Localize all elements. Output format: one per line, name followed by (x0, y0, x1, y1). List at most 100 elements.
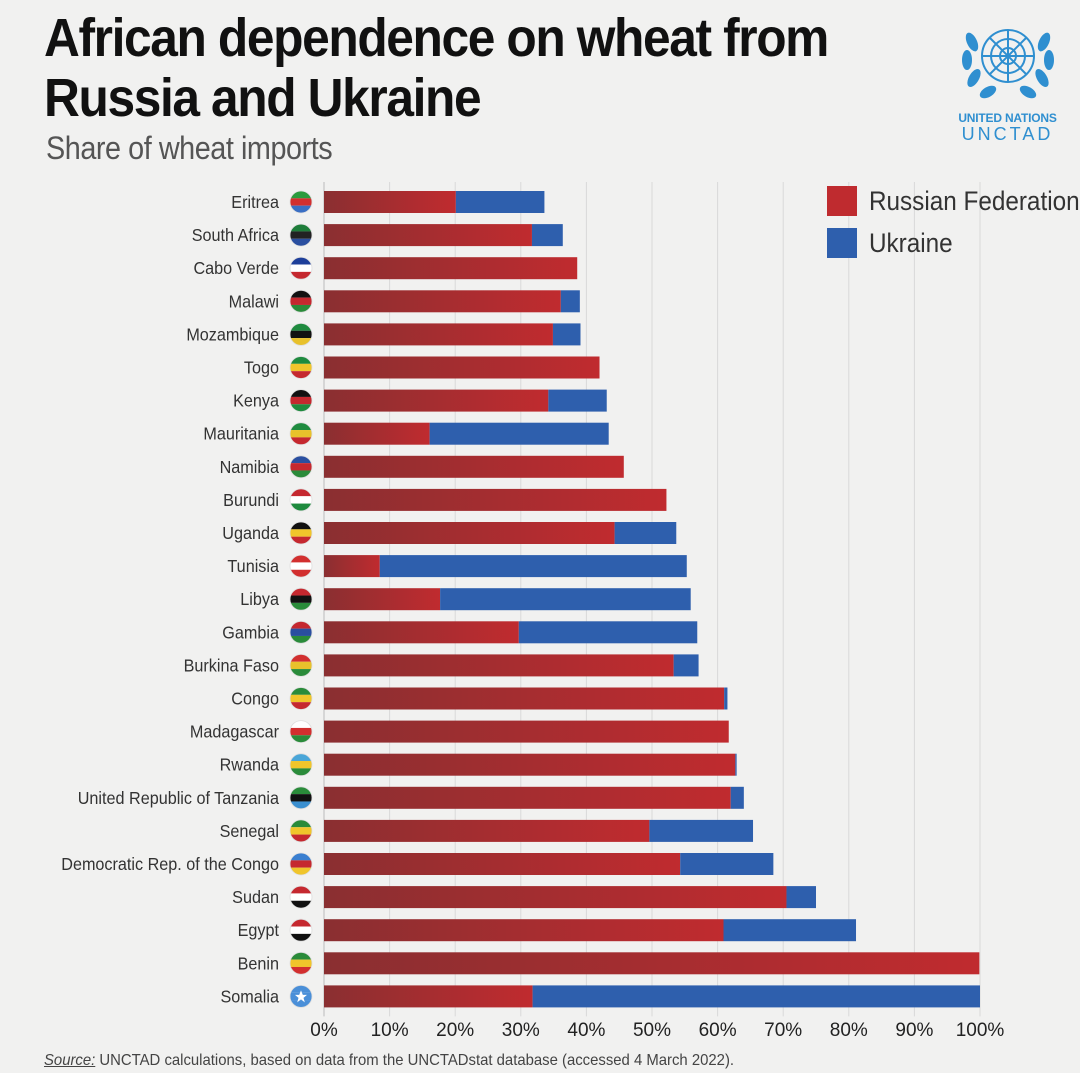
rwanda-flag-icon (289, 753, 313, 777)
bar-ukraine (379, 555, 687, 578)
bar-ukraine (723, 919, 857, 942)
logo-line-1: UNITED NATIONS (958, 111, 1057, 125)
senegal-flag-icon (289, 819, 313, 843)
category-label: Cabo Verde (193, 258, 279, 278)
bar-russia (324, 555, 380, 578)
tunisia-flag-icon (289, 554, 313, 578)
madagascar-flag-icon (289, 720, 313, 743)
category-label: Togo (244, 358, 279, 378)
bar-ukraine (440, 588, 691, 611)
category-label: Malawi (229, 292, 279, 312)
x-tick-label: 20% (436, 1020, 474, 1041)
wheat-imports-chart: Eritrea South Africa Cabo Verde Malawi Mozam… (61, 182, 1080, 1041)
bar-ukraine (429, 422, 609, 445)
bars-group (324, 191, 980, 1008)
bar-russia (324, 356, 600, 379)
category-label: Sudan (232, 887, 279, 907)
legend: Russian Federation Ukraine (827, 186, 1080, 258)
bar-russia (324, 522, 615, 544)
bar-ukraine (548, 389, 607, 412)
tanzania-flag-icon (289, 786, 313, 810)
bar-ukraine (614, 522, 677, 544)
category-label: Mauritania (203, 424, 279, 444)
malawi-flag-icon (289, 289, 313, 313)
benin-flag-icon (289, 951, 313, 975)
bar-ukraine (455, 191, 545, 213)
south-africa-flag-icon (289, 223, 313, 247)
bar-russia (324, 621, 519, 644)
eritrea-flag-icon (289, 190, 313, 214)
category-label: Burundi (223, 490, 279, 510)
flags-group (289, 190, 313, 1008)
page-title: African dependence on wheat from Russia … (44, 8, 829, 128)
bar-russia (324, 224, 532, 247)
un-emblem-icon (961, 29, 1054, 99)
bar-ukraine (531, 224, 563, 247)
mozambique-flag-icon (289, 322, 313, 346)
bar-russia (324, 389, 549, 412)
legend-swatch (827, 228, 857, 258)
x-tick-label: 40% (567, 1020, 605, 1041)
source-label: Source: (44, 1052, 96, 1069)
category-label: Congo (231, 689, 279, 709)
category-label: Rwanda (220, 755, 280, 775)
libya-flag-icon (289, 587, 313, 611)
bar-russia (324, 455, 624, 478)
bar-ukraine (673, 654, 699, 677)
category-label: Gambia (222, 623, 279, 643)
page-subtitle: Share of wheat imports (46, 130, 333, 166)
x-tick-label: 50% (633, 1020, 671, 1041)
bar-ukraine (518, 621, 698, 644)
burundi-flag-icon (289, 488, 313, 512)
category-label: Mozambique (186, 325, 279, 345)
bar-russia (324, 290, 561, 313)
bar-russia (324, 786, 731, 809)
category-label: Madagascar (190, 722, 279, 742)
category-label: Namibia (220, 457, 280, 477)
category-label: United Republic of Tanzania (78, 788, 280, 808)
cabo-verde-flag-icon (289, 256, 313, 280)
bar-russia (324, 819, 650, 842)
logo-line-2: UNCTAD (961, 124, 1054, 144)
category-label: Senegal (220, 821, 279, 841)
category-label: Libya (240, 589, 279, 609)
source-text: UNCTAD calculations, based on data from … (95, 1052, 735, 1069)
legend-label: Ukraine (869, 229, 953, 258)
bar-russia (324, 853, 681, 875)
bar-russia (324, 952, 980, 975)
bar-russia (324, 422, 430, 445)
bar-russia (324, 985, 533, 1008)
x-tick-label: 0% (310, 1020, 338, 1041)
unctad-logo: UNITED NATIONS UNCTAD (950, 12, 1065, 145)
x-tick-label: 70% (764, 1020, 802, 1041)
x-tick-label: 80% (830, 1020, 868, 1041)
somalia-flag-icon (289, 985, 313, 1008)
bar-russia (324, 488, 667, 511)
bar-russia (324, 720, 729, 743)
x-tick-label: 90% (895, 1020, 933, 1041)
dr-congo-flag-icon (289, 852, 313, 876)
bar-ukraine (649, 819, 754, 842)
category-label: Democratic Rep. of the Congo (61, 854, 279, 874)
bar-ukraine (724, 687, 728, 710)
bar-ukraine (730, 786, 744, 809)
bar-russia (324, 753, 736, 776)
congo-flag-icon (289, 687, 313, 710)
category-label: South Africa (192, 225, 280, 245)
category-label: Burkina Faso (184, 656, 279, 676)
x-tick-label: 30% (502, 1020, 540, 1041)
bar-russia (324, 323, 553, 346)
category-label: Benin (238, 954, 279, 974)
mauritania-flag-icon (289, 422, 313, 446)
togo-flag-icon (289, 356, 313, 379)
gambia-flag-icon (289, 620, 313, 644)
source-note: Source: UNCTAD calculations, based on da… (44, 1052, 734, 1070)
namibia-flag-icon (289, 455, 313, 479)
x-tick-label: 60% (699, 1020, 737, 1041)
bar-ukraine (680, 853, 774, 875)
kenya-flag-icon (289, 389, 313, 413)
category-labels: Eritrea South Africa Cabo Verde Malawi Mozam… (61, 192, 279, 1006)
x-tick-label: 100% (956, 1020, 1005, 1041)
category-label: Tunisia (227, 556, 279, 576)
sudan-flag-icon (289, 885, 313, 909)
